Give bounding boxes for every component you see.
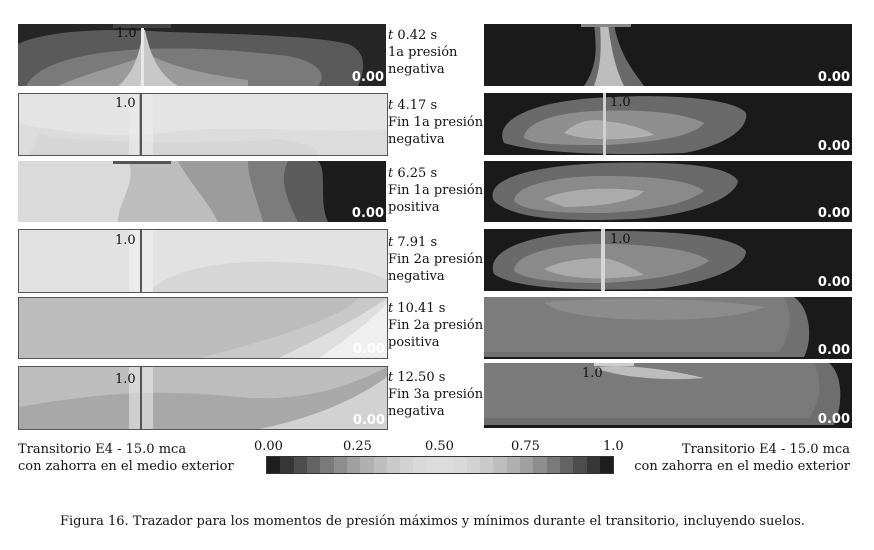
max-label: 1.0 xyxy=(115,233,136,248)
min-label: 0.00 xyxy=(351,70,384,85)
time-label-1: t 0.42 s 1a presión negativa xyxy=(388,28,458,77)
min-label: 0.00 xyxy=(352,413,385,428)
left-panel-6: 1.0 0.00 xyxy=(18,366,388,430)
time-label-3: t 6.25 s Fin 1a presión positiva xyxy=(388,166,484,215)
scale-tick-1: 0.25 xyxy=(343,439,372,454)
left-panel-3: 0.00 xyxy=(18,161,386,222)
contour-plot xyxy=(484,93,852,155)
contour-plot xyxy=(484,297,852,359)
scale-step xyxy=(400,457,414,473)
min-label: 0.00 xyxy=(817,206,850,221)
right-panel-6: 1.0 0.00 xyxy=(484,363,852,428)
max-label: 1.0 xyxy=(115,96,136,111)
scale-step xyxy=(519,457,534,473)
contour-plot xyxy=(19,298,387,358)
scale-step xyxy=(559,457,574,473)
contour-plot xyxy=(19,94,387,155)
max-label: 1.0 xyxy=(610,232,631,247)
contour-plot xyxy=(18,161,386,222)
scale-step xyxy=(533,457,547,473)
scale-tick-4: 1.0 xyxy=(603,439,624,454)
scale-step xyxy=(413,457,427,473)
time-label-4: t 7.91 s Fin 2a presión negativa xyxy=(388,235,484,284)
scale-step xyxy=(453,457,467,473)
right-panel-4: 1.0 0.00 xyxy=(484,229,852,291)
scale-step xyxy=(346,457,361,473)
max-label: 1.0 xyxy=(582,366,603,381)
legend-right-text: Transitorio E4 - 15.0 mca con zahorra en… xyxy=(634,442,850,474)
scale-step xyxy=(280,457,294,473)
contour-plot xyxy=(484,24,852,86)
contour-plot xyxy=(19,367,387,429)
right-panel-2: 1.0 0.00 xyxy=(484,93,852,155)
time-label-2: t 4.17 s Fin 1a presión negativa xyxy=(388,98,484,147)
min-label: 0.00 xyxy=(817,139,850,154)
left-panel-4: 1.0 xyxy=(18,229,388,293)
scale-step xyxy=(267,457,281,473)
legend-left-text: Transitorio E4 - 15.0 mca con zahorra en… xyxy=(18,442,234,474)
figure-caption: Figura 16. Trazador para los momentos de… xyxy=(60,514,805,529)
scale-step xyxy=(333,457,347,473)
scale-step xyxy=(360,457,374,473)
max-label: 1.0 xyxy=(610,95,631,110)
scale-step xyxy=(426,457,441,473)
scale-step xyxy=(466,457,480,473)
right-panel-5: 0.00 xyxy=(484,297,852,359)
scale-step xyxy=(573,457,587,473)
scale-tick-2: 0.50 xyxy=(425,439,454,454)
min-label: 0.00 xyxy=(352,342,385,357)
right-panel-1: 0.00 xyxy=(484,24,852,86)
scale-step xyxy=(320,457,334,473)
scale-step xyxy=(373,457,387,473)
left-panel-1: 1.0 0.00 xyxy=(18,24,386,86)
scale-step xyxy=(480,457,494,473)
scale-step xyxy=(493,457,507,473)
color-scale-bar xyxy=(266,456,614,474)
time-label-5: t 10.41 s Fin 2a presión positiva xyxy=(388,301,484,350)
scale-step xyxy=(293,457,307,473)
time-label-6: t 12.50 s Fin 3a presión negativa xyxy=(388,370,484,419)
scale-step xyxy=(506,457,520,473)
scale-tick-3: 0.75 xyxy=(511,439,540,454)
contour-plot xyxy=(484,229,852,291)
contour-plot xyxy=(18,24,386,86)
min-label: 0.00 xyxy=(817,275,850,290)
min-label: 0.00 xyxy=(817,70,850,85)
left-panel-2: 1.0 xyxy=(18,93,388,156)
contour-plot xyxy=(484,161,852,222)
contour-plot xyxy=(484,363,852,428)
scale-step xyxy=(386,457,401,473)
scale-step xyxy=(306,457,321,473)
min-label: 0.00 xyxy=(817,412,850,427)
scale-step xyxy=(599,457,614,473)
min-label: 0.00 xyxy=(817,343,850,358)
right-panel-3: 0.00 xyxy=(484,161,852,222)
scale-step xyxy=(586,457,600,473)
left-panel-5: 0.00 xyxy=(18,297,388,359)
max-label: 1.0 xyxy=(116,26,137,41)
scale-step xyxy=(440,457,454,473)
scale-step xyxy=(546,457,560,473)
max-label: 1.0 xyxy=(115,372,136,387)
min-label: 0.00 xyxy=(351,206,384,221)
scale-tick-0: 0.00 xyxy=(254,439,283,454)
contour-plot xyxy=(19,230,387,292)
